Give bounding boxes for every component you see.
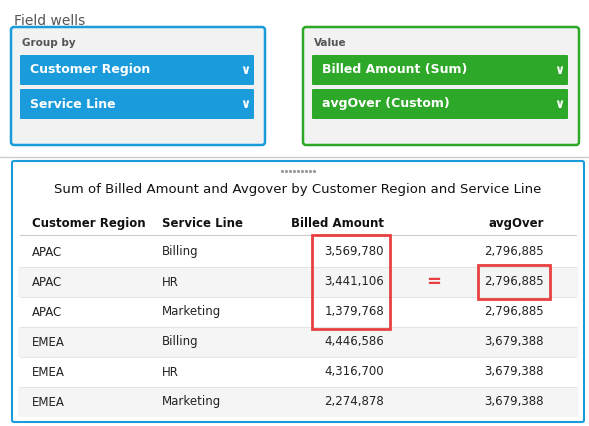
Text: 1,379,768: 1,379,768 [325, 305, 384, 319]
Text: EMEA: EMEA [32, 395, 65, 409]
FancyBboxPatch shape [12, 161, 584, 422]
Text: APAC: APAC [32, 245, 62, 259]
Text: Marketing: Marketing [162, 395, 221, 409]
Text: 3,679,388: 3,679,388 [485, 366, 544, 378]
Text: avgOver (Custom): avgOver (Custom) [322, 98, 450, 110]
Text: =: = [426, 273, 442, 291]
FancyBboxPatch shape [312, 89, 568, 119]
Text: Billed Amount: Billed Amount [291, 217, 384, 230]
Text: Marketing: Marketing [162, 305, 221, 319]
Text: HR: HR [162, 276, 179, 288]
Text: HR: HR [162, 366, 179, 378]
Text: Sum of Billed Amount and Avgover by Customer Region and Service Line: Sum of Billed Amount and Avgover by Cust… [54, 183, 542, 196]
Bar [18, 387, 578, 417]
Text: 2,796,885: 2,796,885 [484, 245, 544, 259]
Text: Billing: Billing [162, 245, 198, 259]
Text: 4,316,700: 4,316,700 [325, 366, 384, 378]
Text: 2,274,878: 2,274,878 [325, 395, 384, 409]
Text: 4,446,586: 4,446,586 [325, 336, 384, 348]
FancyBboxPatch shape [303, 27, 579, 145]
Text: EMEA: EMEA [32, 336, 65, 348]
Text: ∨: ∨ [240, 63, 250, 77]
Text: Group by: Group by [22, 38, 75, 48]
Text: Service Line: Service Line [162, 217, 243, 230]
Text: 2,796,885: 2,796,885 [484, 305, 544, 319]
Text: Field wells: Field wells [14, 14, 85, 28]
Text: ∨: ∨ [554, 63, 564, 77]
Text: 3,679,388: 3,679,388 [485, 336, 544, 348]
Bar [18, 327, 578, 357]
Text: 3,441,106: 3,441,106 [325, 276, 384, 288]
Text: avgOver: avgOver [488, 217, 544, 230]
Text: Billed Amount (Sum): Billed Amount (Sum) [322, 63, 468, 77]
Bar [312, 235, 390, 329]
Text: Service Line: Service Line [30, 98, 115, 110]
Bar [18, 267, 578, 297]
Text: Value: Value [314, 38, 346, 48]
Bar [478, 265, 550, 299]
FancyBboxPatch shape [20, 89, 254, 119]
Text: APAC: APAC [32, 276, 62, 288]
Text: APAC: APAC [32, 305, 62, 319]
Text: ∨: ∨ [240, 98, 250, 110]
FancyBboxPatch shape [11, 27, 265, 145]
Text: 3,569,780: 3,569,780 [325, 245, 384, 259]
FancyBboxPatch shape [312, 55, 568, 85]
Text: Customer Region: Customer Region [30, 63, 150, 77]
Text: EMEA: EMEA [32, 366, 65, 378]
Text: 3,679,388: 3,679,388 [485, 395, 544, 409]
Text: Billing: Billing [162, 336, 198, 348]
Text: 2,796,885: 2,796,885 [484, 276, 544, 288]
Text: Customer Region: Customer Region [32, 217, 145, 230]
Text: ∨: ∨ [554, 98, 564, 110]
FancyBboxPatch shape [20, 55, 254, 85]
